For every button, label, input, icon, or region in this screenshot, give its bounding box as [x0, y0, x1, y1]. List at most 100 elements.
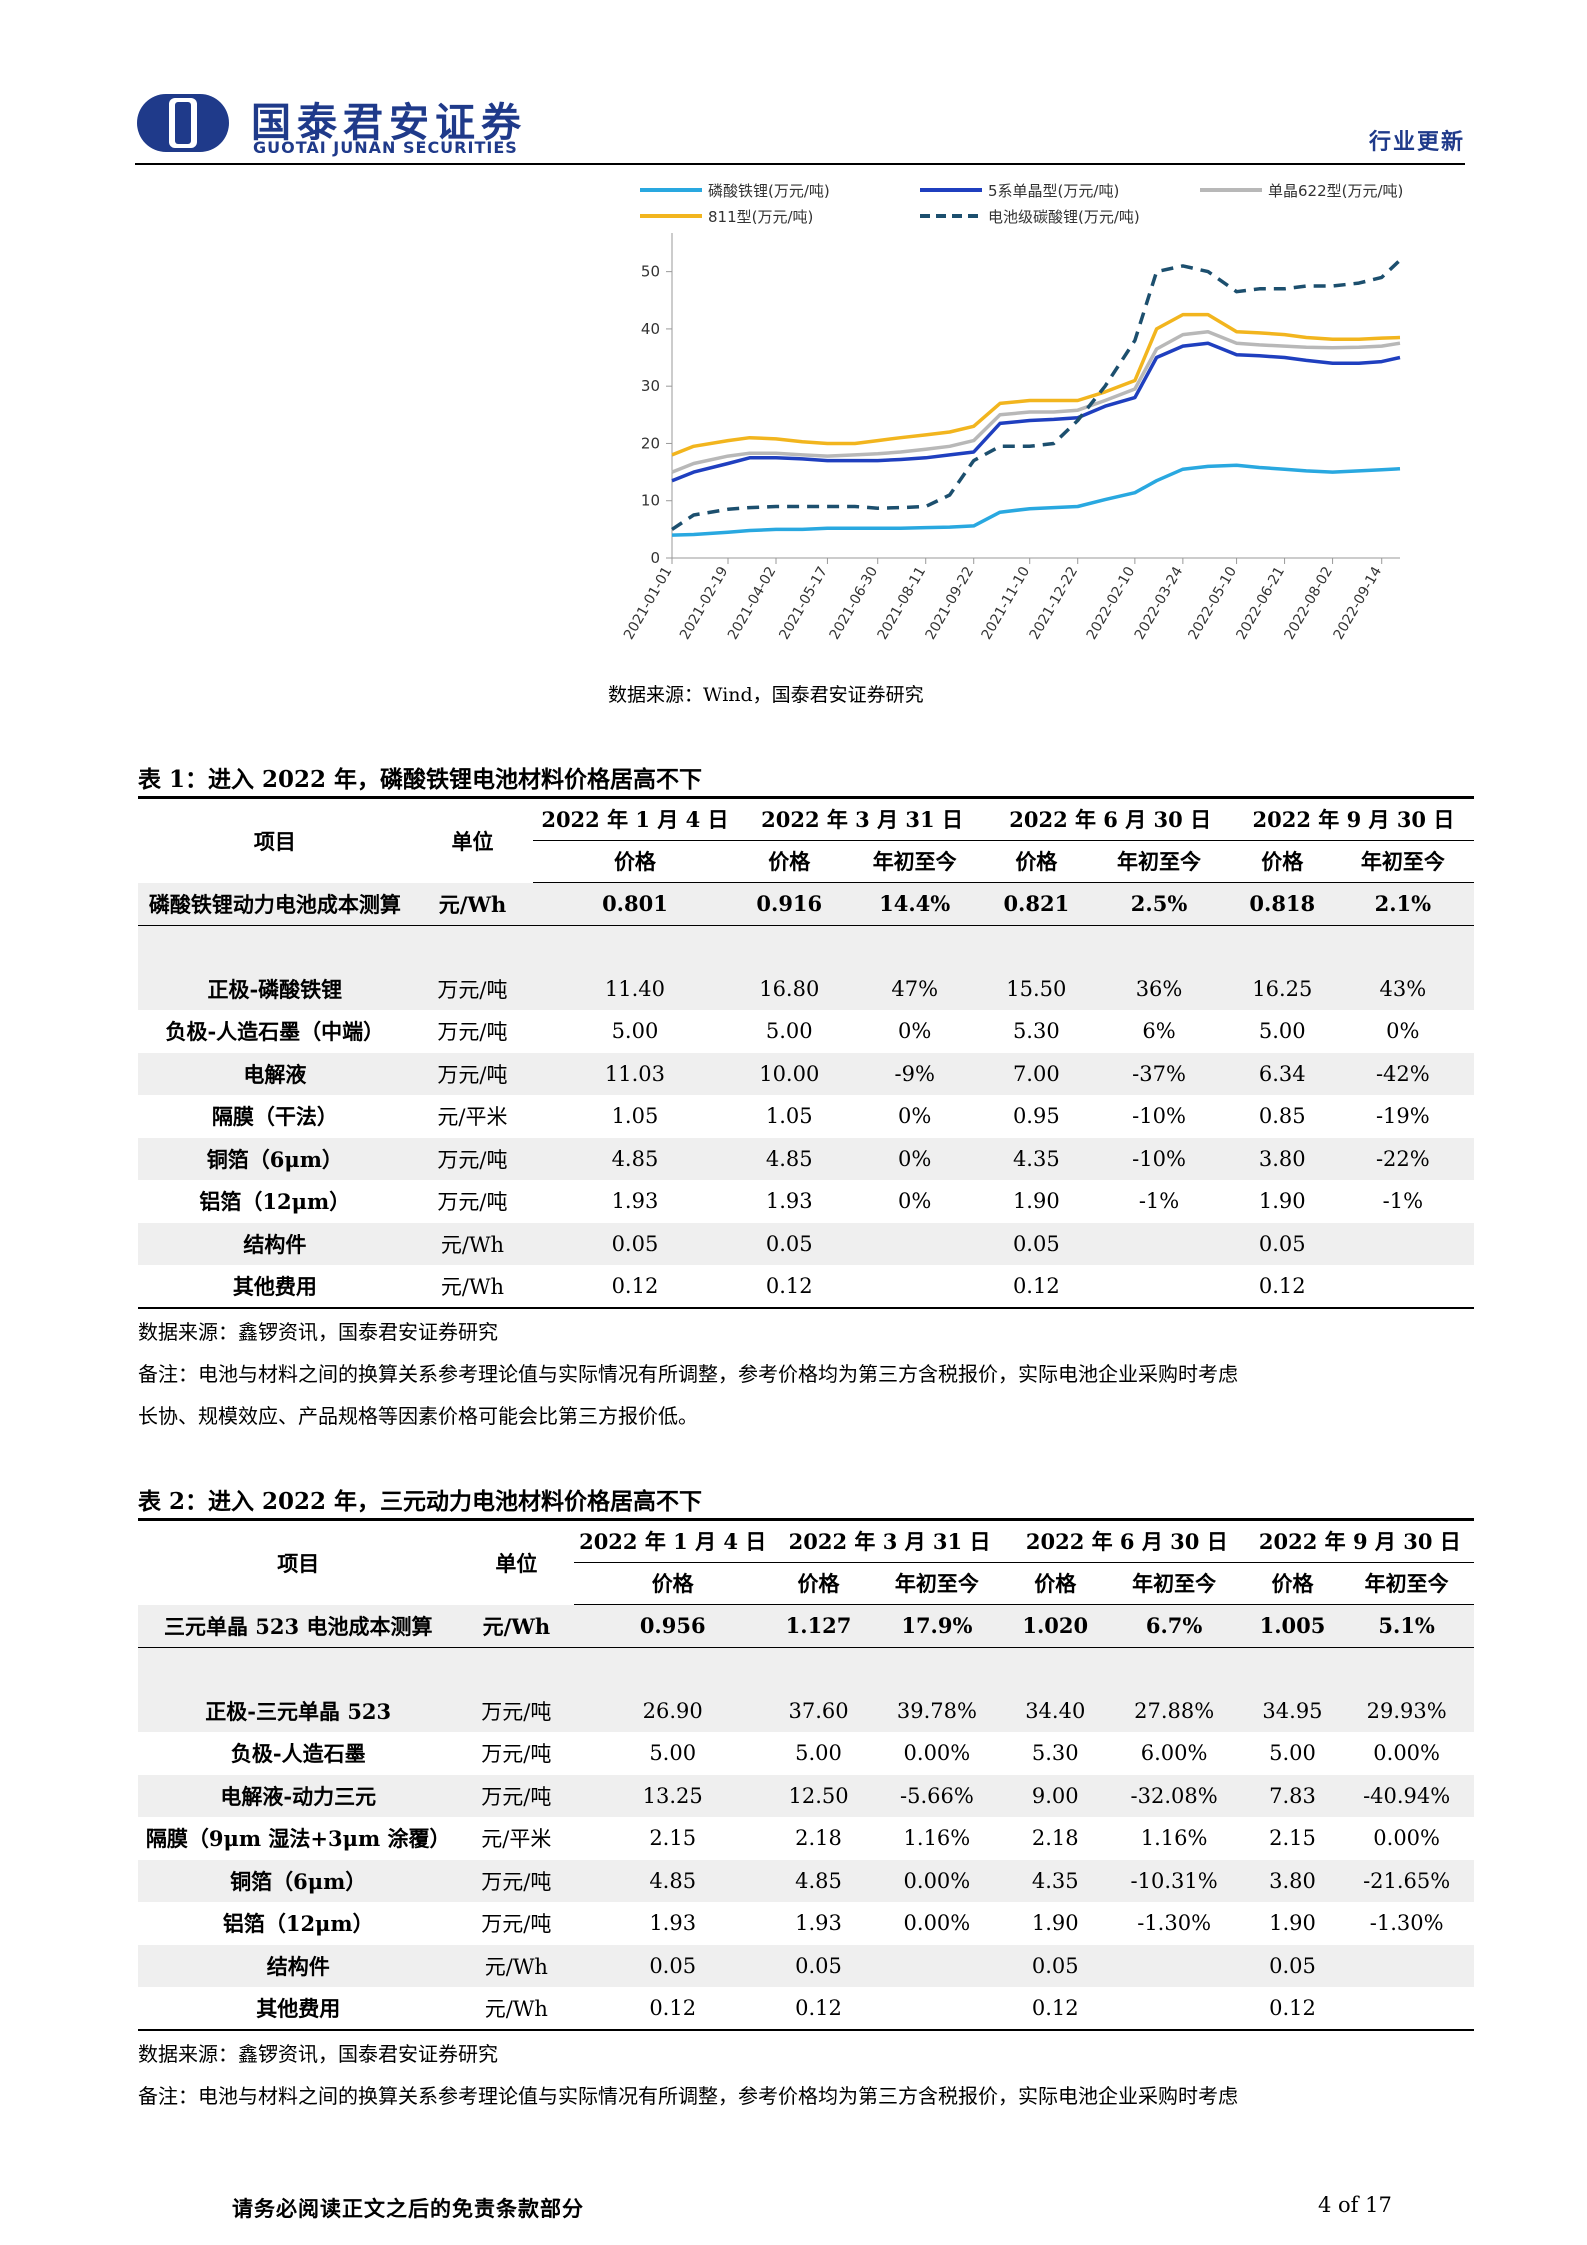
table2-note-line1: 备注：电池与材料之间的换算关系参考理论值与实际情况有所调整，参考价格均为第三方含… — [138, 2084, 1238, 2108]
cell: 3.80 — [1245, 1859, 1340, 1902]
cell: 11.40 — [533, 967, 737, 1010]
cell: -1.30% — [1137, 1911, 1212, 1936]
cell: 13.25 — [574, 1774, 772, 1817]
row-label: 结构件 — [138, 1944, 459, 1987]
row-label: 三元单晶 523 电池成本测算 — [138, 1604, 459, 1648]
cell — [841, 1222, 988, 1265]
cell: 5.1% — [1339, 1604, 1474, 1648]
cell: 36% — [1085, 967, 1233, 1010]
cell: 5.00 — [795, 1741, 842, 1766]
cell: 0.05 — [533, 1222, 737, 1265]
x-tick-label: 2021-09-22 — [923, 564, 978, 642]
col-header-date: 2022 年 1 月 4 日 — [574, 1518, 772, 1563]
table-row: 结构件 元/Wh 0.05 0.05 0.05 0.05 — [138, 1222, 1474, 1265]
row-label: 隔膜（干法） — [211, 1104, 338, 1130]
row-unit: 万元/吨 — [411, 967, 534, 1010]
cell: -40.94% — [1339, 1774, 1474, 1817]
cell: 1.16% — [903, 1826, 971, 1851]
cell: 0% — [898, 1019, 932, 1044]
cell: 2.15 — [1269, 1826, 1316, 1851]
row-unit: 万元/吨 — [481, 1912, 552, 1937]
row-unit: 元/Wh — [458, 1604, 575, 1648]
col-header-ytd: 年初至今 — [865, 1562, 1008, 1605]
row-label: 铜箔（6μm） — [138, 1137, 412, 1180]
table-row-total: 磷酸铁锂动力电池成本测算 元/Wh 0.801 0.916 14.4% 0.82… — [138, 882, 1474, 926]
table-row: 电解液-动力三元 万元/吨 13.25 12.50 -5.66% 9.00 -32.08% 7… — [138, 1774, 1474, 1817]
row-label: 正极-三元单晶 523 — [138, 1689, 459, 1732]
table-row: 正极-三元单晶 523 万元/吨 26.90 37.60 39.78% 34.40 27.8… — [138, 1689, 1474, 1732]
cell: 0% — [1386, 1019, 1420, 1044]
row-label: 隔膜（9μm 湿法+3μm 涂覆） — [145, 1826, 451, 1852]
table-row: 其他费用 元/Wh 0.12 0.12 0.12 0.12 — [138, 1987, 1474, 2031]
cell: 0.00% — [903, 1741, 971, 1766]
cell — [841, 1265, 988, 1309]
x-tick-label: 2021-12-22 — [1027, 564, 1082, 642]
cell: 0.00% — [903, 1911, 971, 1936]
table-row-spacer — [138, 1647, 1474, 1690]
cell: 5.00 — [765, 1019, 813, 1044]
col-header-date: 2022 年 9 月 30 日 — [1232, 796, 1474, 841]
table1-source: 数据来源：鑫锣资讯，国泰君安证券研究 — [138, 1320, 498, 1344]
cell: 34.95 — [1245, 1689, 1340, 1732]
cell: 0.818 — [1232, 882, 1332, 926]
x-tick-label: 2022-09-14 — [1331, 564, 1386, 643]
cell: 1.93 — [765, 1189, 813, 1214]
cell: 4.85 — [771, 1859, 866, 1902]
col-header-unit: 单位 — [411, 796, 534, 883]
cell: 0% — [841, 1137, 988, 1180]
page-number: 4 of 17 — [1318, 2193, 1392, 2217]
col-header-ytd: 年初至今 — [1085, 840, 1233, 883]
cell: -42% — [1331, 1052, 1474, 1095]
cell: 0.05 — [1245, 1944, 1340, 1987]
cell: 1.93 — [649, 1911, 697, 1936]
table-row: 其他费用 元/Wh 0.12 0.12 0.12 0.12 — [138, 1265, 1474, 1309]
cell: 5.00 — [611, 1019, 659, 1044]
table-row: 铝箔（12μm） 万元/吨 1.93 1.93 0% 1.90 -1% 1.90 -1% — [138, 1180, 1474, 1223]
cell: 9.00 — [1007, 1774, 1103, 1817]
cell: 0.12 — [736, 1265, 842, 1309]
cell: 1.127 — [771, 1604, 866, 1648]
row-label: 磷酸铁锂动力电池成本测算 — [138, 882, 412, 926]
cell: 11.03 — [533, 1052, 737, 1095]
row-unit: 元/Wh — [411, 1265, 534, 1309]
cell — [1339, 1944, 1474, 1987]
table2-caption: 表 2：进入 2022 年，三元动力电池材料价格居高不下 — [138, 1488, 703, 1515]
table-row: 正极-磷酸铁锂 万元/吨 11.40 16.80 47% 15.50 36% 16.25 43% — [138, 967, 1474, 1010]
row-unit: 万元/吨 — [458, 1774, 575, 1817]
cell: 7.00 — [987, 1052, 1086, 1095]
cell: 39.78% — [865, 1689, 1008, 1732]
col-header-date: 2022 年 6 月 30 日 — [1007, 1518, 1246, 1563]
series-line — [671, 330, 1401, 474]
col-header-price: 价格 — [533, 840, 737, 883]
cell: 1.93 — [795, 1911, 842, 1936]
series-line — [671, 463, 1401, 537]
cell: 1.020 — [1007, 1604, 1103, 1648]
row-unit: 万元/吨 — [437, 1190, 508, 1215]
company-name-en: GUOTAI JUNAN SECURITIES — [253, 138, 518, 157]
table1-note-line2: 长协、规模效应、产品规格等因素价格可能会比第三方报价低。 — [138, 1404, 698, 1428]
row-unit: 万元/吨 — [481, 1742, 552, 1767]
series-line — [671, 341, 1401, 483]
col-header-date: 2022 年 3 月 31 日 — [771, 1518, 1008, 1563]
table2-source: 数据来源：鑫锣资讯，国泰君安证券研究 — [138, 2042, 498, 2066]
cell: 0.12 — [771, 1987, 866, 2031]
col-header-price: 价格 — [987, 840, 1086, 883]
cell: 0.956 — [574, 1604, 772, 1648]
cell — [1102, 1987, 1246, 2031]
table-row: 隔膜（9μm 湿法+3μm 涂覆） 元/平米 2.15 2.18 1.16% 2.18 1.… — [138, 1817, 1474, 1860]
cell: 2.18 — [795, 1826, 842, 1851]
row-label: 结构件 — [138, 1222, 412, 1265]
row-unit: 元/平米 — [437, 1105, 508, 1130]
cell: 0.00% — [1373, 1826, 1440, 1851]
cell: -32.08% — [1102, 1774, 1246, 1817]
table-row-spacer — [138, 925, 1474, 968]
row-label: 铜箔（6μm） — [138, 1859, 459, 1902]
cell: 0.85 — [1258, 1104, 1306, 1129]
cell: 12.50 — [771, 1774, 866, 1817]
col-header-ytd: 年初至今 — [841, 840, 988, 883]
cell: -10% — [1085, 1137, 1233, 1180]
row-unit: 万元/吨 — [458, 1859, 575, 1902]
cell: -21.65% — [1339, 1859, 1474, 1902]
cell: -9% — [841, 1052, 988, 1095]
cell: -1% — [1138, 1189, 1180, 1214]
